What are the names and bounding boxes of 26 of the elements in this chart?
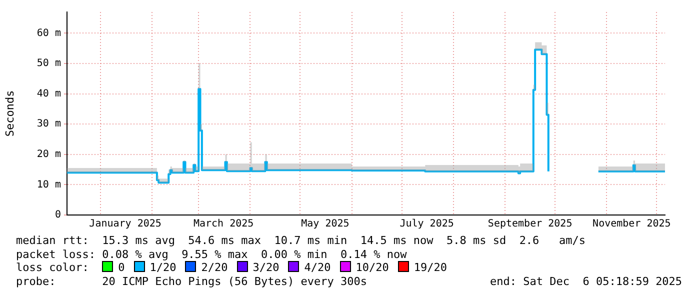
y-tick-label: 30 m [36, 118, 61, 130]
y-tick-label: 20 m [36, 148, 61, 160]
y-axis-title: Seconds [3, 90, 16, 137]
legend-label: 1/20 [150, 261, 176, 274]
text: median rtt: 15.3 ms avg 54.6 ms max 10.7 ms min 14.5 ms now 5.8 ms sd 2.6 am/s [16, 234, 586, 248]
x-tick-label: March 2025 [193, 218, 254, 230]
legend-title: loss color: [16, 261, 90, 274]
legend-label: 2/20 [201, 261, 228, 274]
legend-label: 19/20 [414, 261, 447, 274]
x-tick-label: May 2025 [301, 218, 350, 230]
y-tick-label: 40 m [36, 88, 61, 100]
legend-label: 3/20 [252, 261, 280, 274]
y-tick-label: 10 m [36, 179, 61, 190]
y-tick-label: 60 m [36, 28, 61, 39]
text: end: Sat Dec 6 05:18:59 2025 [490, 274, 682, 288]
legend-label: 10/20 [356, 261, 389, 274]
x-tick-label: September 2025 [488, 218, 572, 230]
text: packet loss: 0.08 % avg 9.55 % max 0.00 % min 0.14 % now [16, 248, 408, 262]
y-tick-label: 0 [54, 210, 61, 221]
x-tick-label: July 2025 [400, 218, 454, 230]
legend-label: 0 [118, 261, 125, 274]
text: probe: 20 ICMP Echo Pings (56 Bytes) every 300s [16, 274, 367, 288]
x-tick-label: January 2025 [89, 218, 162, 230]
y-tick-label: 50 m [36, 58, 61, 70]
legend-label: 4/20 [304, 261, 331, 274]
x-tick-label: November 2025 [592, 218, 671, 230]
